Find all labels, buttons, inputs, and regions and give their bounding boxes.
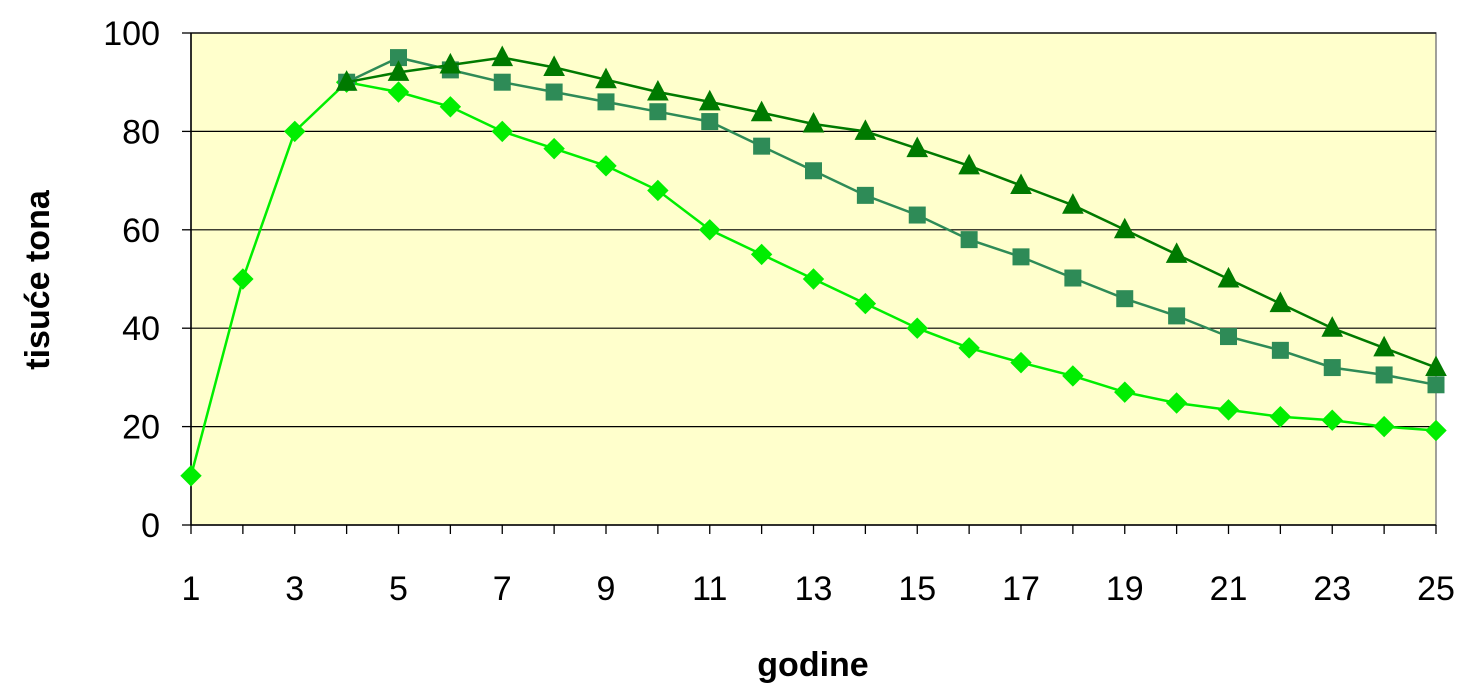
series-2-point — [493, 73, 511, 91]
series-1-point — [802, 268, 825, 290]
series-1-point — [1425, 419, 1447, 442]
series-1-point — [595, 155, 617, 177]
series-3-point — [647, 79, 669, 101]
series-2-point — [1271, 341, 1289, 359]
series-3-point — [1010, 173, 1032, 195]
series-2-point — [1375, 366, 1393, 384]
x-tick-label: 13 — [795, 570, 833, 608]
series-3-point — [802, 111, 825, 133]
series-2-point — [597, 93, 615, 111]
x-tick-label: 21 — [1210, 570, 1248, 608]
x-tick-label: 1 — [182, 570, 201, 608]
series-2-point — [960, 231, 978, 249]
series-3-point — [439, 52, 462, 74]
series-1-point — [439, 96, 462, 118]
x-tick-label: 3 — [285, 570, 304, 608]
series-2-point — [1168, 307, 1186, 325]
series-1-point — [699, 219, 721, 241]
series-2-point — [856, 186, 874, 204]
series-1-point — [1114, 381, 1136, 403]
series-3-point — [387, 60, 410, 81]
series-1-point — [1321, 409, 1343, 431]
series-1-point — [284, 120, 306, 143]
y-tick-label: 20 — [122, 409, 160, 447]
series-1-point — [387, 81, 410, 103]
series-2-point — [1064, 269, 1082, 287]
series-3-point — [958, 153, 980, 175]
y-tick-label: 80 — [122, 113, 160, 151]
series-2-point — [545, 83, 563, 101]
series-3-point — [1321, 316, 1344, 337]
series-1-point — [180, 465, 202, 487]
series-2-point — [753, 137, 771, 155]
series-3-point — [1269, 291, 1292, 313]
x-tick-label: 11 — [692, 570, 727, 608]
series-2-point — [1220, 328, 1237, 346]
series-3-point — [491, 45, 514, 67]
series-2-point — [701, 113, 719, 131]
series-3-point — [335, 70, 358, 91]
series-1-point — [491, 120, 513, 143]
series-1-point — [854, 292, 877, 315]
series-3-point — [1217, 266, 1240, 288]
x-tick-label: 9 — [597, 570, 616, 608]
series-3-point — [595, 67, 617, 89]
series-2-point — [1427, 376, 1445, 394]
series-2-line — [346, 56, 1437, 387]
series-3-line — [346, 56, 1437, 369]
series-1-point — [1269, 406, 1292, 428]
series-3-point — [854, 119, 877, 140]
series-2-point — [908, 206, 926, 224]
series-3-point — [750, 100, 773, 122]
series-3-point — [543, 55, 565, 76]
series-3-point — [698, 89, 721, 111]
series-2-point — [649, 103, 667, 121]
y-tick-label: 60 — [122, 212, 160, 250]
x-tick-label: 7 — [493, 570, 512, 608]
series-2-point — [1116, 290, 1134, 308]
series-1-point — [1217, 399, 1240, 421]
series-3-point — [1062, 193, 1084, 214]
x-tick-label: 23 — [1313, 570, 1351, 608]
series-1-point — [906, 317, 928, 339]
series-1-point — [750, 243, 773, 266]
y-axis-title: tisuće tona — [19, 189, 57, 370]
series-1-point — [1373, 415, 1395, 438]
series-1-point — [958, 337, 980, 359]
series-3-point — [906, 136, 929, 158]
x-tick-label: 17 — [1002, 570, 1040, 608]
series-2-point — [1012, 248, 1030, 266]
series-1-point — [647, 179, 669, 202]
y-tick-label: 40 — [122, 310, 160, 348]
x-tick-label: 15 — [898, 570, 936, 608]
x-tick-label: 19 — [1106, 570, 1144, 608]
series-3-point — [1373, 335, 1395, 357]
series-1-point — [1062, 365, 1084, 387]
x-tick-label: 5 — [389, 570, 408, 608]
x-tick-label: 25 — [1417, 570, 1455, 608]
y-tick-label: 100 — [103, 15, 160, 53]
series-1-point — [232, 268, 254, 290]
series-1-point — [1165, 392, 1188, 414]
series-3-point — [1165, 242, 1188, 263]
y-tick-label: 0 — [141, 507, 160, 545]
x-axis-title: godine — [757, 646, 868, 684]
series-2-point — [805, 162, 822, 180]
series-3-point — [1113, 217, 1136, 239]
series-3-point — [1425, 355, 1447, 377]
series-2-point — [1323, 359, 1341, 377]
series-1-point — [543, 137, 565, 160]
series-1-point — [1010, 351, 1032, 374]
